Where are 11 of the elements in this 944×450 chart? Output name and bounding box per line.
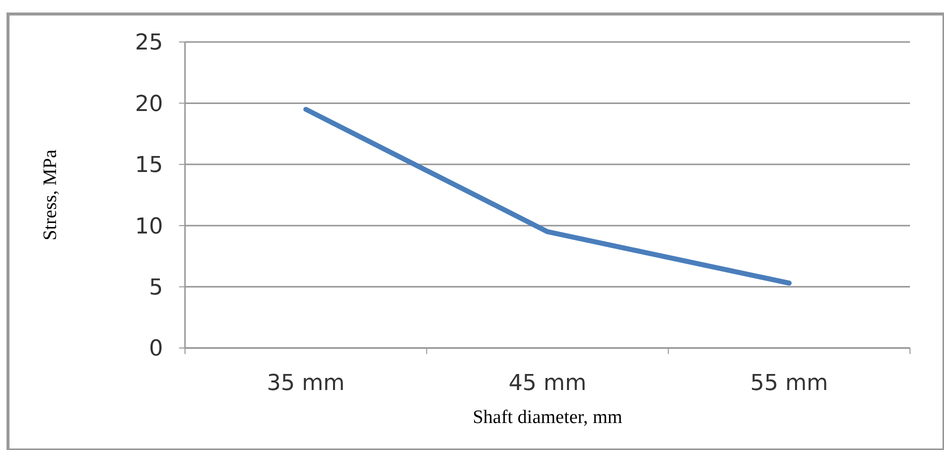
y-tick-label: 5 [149,276,163,300]
y-tick-label: 0 [149,336,163,362]
y-tick-label: 10 [135,214,163,240]
x-tick-label: 55 mm [750,371,828,396]
y-axis-title: Stress, MPa [40,149,61,240]
x-axis-title: Shaft diameter, mm [472,407,623,428]
y-tick-label: 25 [135,30,163,56]
y-tick-label: 15 [135,153,163,178]
y-tick-label: 20 [135,92,163,117]
x-tick-label: 45 mm [508,371,586,396]
x-tick-label: 35 mm [266,371,345,396]
